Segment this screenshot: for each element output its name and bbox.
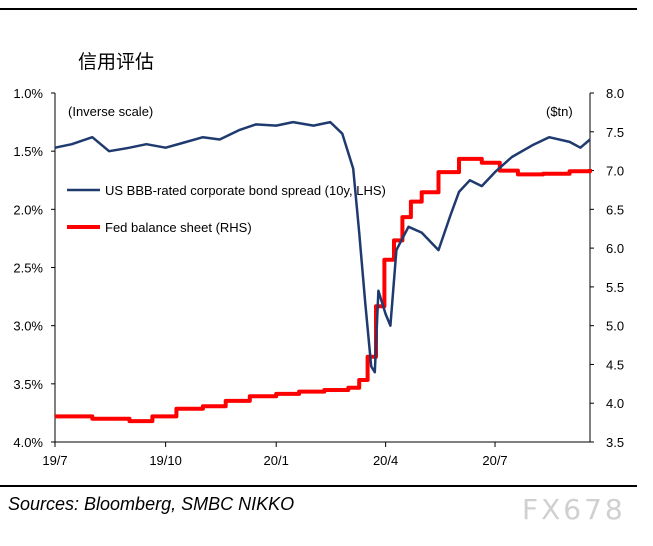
bottom-rule (0, 485, 637, 487)
watermark: FX678 (522, 493, 626, 526)
x-tick-label: 19/10 (149, 453, 182, 468)
right-tick-label: 5.0 (606, 319, 624, 334)
legend-entry-fed-balance-label: Fed balance sheet (RHS) (105, 220, 252, 235)
left-tick-label: 1.0% (13, 86, 43, 101)
units-note: ($tn) (546, 104, 573, 119)
x-tick-label: 19/7 (42, 453, 67, 468)
x-tick-label: 20/1 (264, 453, 289, 468)
top-rule (0, 8, 637, 10)
left-tick-label: 1.5% (13, 144, 43, 159)
bbb-spread-line (54, 120, 591, 374)
legend-entry-bbb-spread-label: US BBB-rated corporate bond spread (10y,… (105, 183, 386, 198)
right-tick-label: 4.5 (606, 357, 624, 372)
left-y-axis: 1.0% 1.5% 2.0% 2.5% 3.0% 3.5% 4.0% (13, 86, 55, 450)
source-note: Sources: Bloomberg, SMBC NIKKO (8, 494, 295, 514)
x-tick-label: 20/4 (373, 453, 398, 468)
left-tick-label: 4.0% (13, 435, 43, 450)
left-tick-label: 3.5% (13, 377, 43, 392)
right-tick-label: 3.5 (606, 435, 624, 450)
right-tick-label: 4.0 (606, 396, 624, 411)
right-tick-label: 8.0 (606, 86, 624, 101)
right-tick-label: 6.0 (606, 241, 624, 256)
right-tick-label: 7.5 (606, 125, 624, 140)
left-tick-label: 3.0% (13, 319, 43, 334)
series-lines (54, 120, 592, 424)
right-y-axis: 8.0 7.5 7.0 6.5 6.0 5.5 5.0 4.5 4.0 3.5 (590, 86, 624, 450)
inverse-scale-note: (Inverse scale) (68, 104, 153, 119)
right-tick-label: 6.5 (606, 202, 624, 217)
left-tick-label: 2.0% (13, 202, 43, 217)
left-tick-label: 2.5% (13, 261, 43, 276)
x-tick-label: 20/7 (482, 453, 507, 468)
legend: US BBB-rated corporate bond spread (10y,… (67, 183, 386, 235)
right-tick-label: 5.5 (606, 280, 624, 295)
right-tick-label: 7.0 (606, 164, 624, 179)
chart-title: 信用评估 (78, 52, 155, 73)
x-axis: 19/7 19/10 20/1 20/4 20/7 (42, 442, 508, 468)
fed-balance-line (55, 156, 592, 424)
